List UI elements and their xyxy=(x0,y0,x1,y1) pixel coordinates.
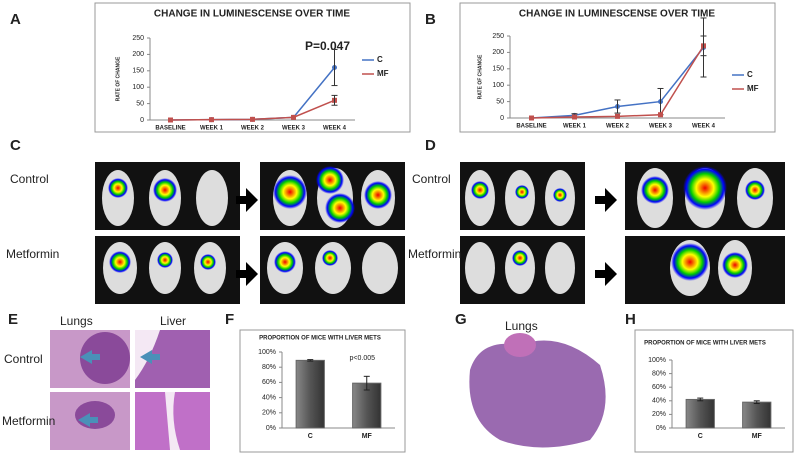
bar xyxy=(685,398,715,429)
point xyxy=(658,112,663,118)
panel-label: H xyxy=(625,311,636,328)
legend-label: C xyxy=(747,70,753,79)
chart-frame xyxy=(459,2,776,133)
panel-label: B xyxy=(425,11,436,28)
y-tick-label: 100% xyxy=(258,349,276,356)
point xyxy=(168,117,173,123)
imaging-d xyxy=(460,162,785,304)
point xyxy=(291,114,296,120)
x-tick-label: WEEK 3 xyxy=(649,124,673,130)
x-tick-label: MF xyxy=(362,433,373,440)
panel-label: A xyxy=(10,11,21,28)
y-tick-label: 40% xyxy=(652,398,666,405)
y-tick-label: 0% xyxy=(266,425,276,432)
x-tick-label: C xyxy=(308,433,313,440)
x-tick-label: MF xyxy=(752,433,763,440)
x-tick-label: WEEK 2 xyxy=(606,124,630,130)
bar xyxy=(352,382,382,429)
point xyxy=(250,116,255,122)
legend-label: MF xyxy=(747,84,759,93)
panel-label: G xyxy=(455,311,467,328)
x-tick-label: WEEK 3 xyxy=(282,126,306,132)
panel-label: C xyxy=(10,137,21,154)
y-tick-label: 150 xyxy=(492,66,504,73)
panel-label: E xyxy=(8,311,18,328)
y-tick-label: 250 xyxy=(132,35,144,42)
chart-title: CHANGE IN LUMINESCENSE OVER TIME xyxy=(154,9,350,20)
chart-frame xyxy=(239,329,406,453)
x-tick-label: BASELINE xyxy=(516,124,546,130)
y-tick-label: 150 xyxy=(132,68,144,75)
x-tick-label: BASELINE xyxy=(155,126,185,132)
y-tick-label: 250 xyxy=(492,33,504,40)
histology-g xyxy=(469,333,606,448)
chart-frame xyxy=(634,329,794,453)
y-tick-label: 200 xyxy=(132,51,144,58)
point xyxy=(615,113,620,119)
series-line xyxy=(170,67,336,121)
y-tick-label: 50 xyxy=(136,100,144,107)
y-tick-label: 100 xyxy=(492,82,504,89)
chart-title: CHANGE IN LUMINESCENSE OVER TIME xyxy=(519,9,715,20)
column-label: Liver xyxy=(160,314,186,328)
x-tick-label: WEEK 1 xyxy=(200,126,224,132)
point xyxy=(209,117,214,123)
row-label: Metformin xyxy=(408,247,461,261)
annotation: p<0.005 xyxy=(350,355,376,362)
x-tick-label: WEEK 4 xyxy=(323,126,347,132)
bar xyxy=(295,359,325,429)
point xyxy=(572,114,577,120)
y-tick-label: 20% xyxy=(262,410,276,417)
panel-label: F xyxy=(225,311,234,328)
histology-e xyxy=(50,330,210,450)
y-tick-label: 0 xyxy=(500,115,504,122)
y-tick-label: 80% xyxy=(652,370,666,377)
y-tick-label: 60% xyxy=(262,379,276,386)
y-tick-label: 20% xyxy=(652,411,666,418)
y-tick-label: 0 xyxy=(140,117,144,124)
x-tick-label: WEEK 2 xyxy=(241,126,265,132)
y-tick-label: 0% xyxy=(656,425,666,432)
column-label: Lungs xyxy=(60,314,93,328)
column-label: Lungs xyxy=(505,319,538,333)
row-label: Control xyxy=(412,172,451,186)
legend-label: C xyxy=(377,55,383,64)
legend-label: MF xyxy=(377,69,389,78)
bar xyxy=(742,401,772,429)
panel-label: D xyxy=(425,137,436,154)
chart-title: PROPORTION OF MICE WITH LIVER METS xyxy=(644,341,766,347)
row-label: Metformin xyxy=(2,414,55,428)
y-tick-label: 200 xyxy=(492,49,504,56)
annotation: P=0.047 xyxy=(305,39,350,53)
y-tick-label: 40% xyxy=(262,394,276,401)
point xyxy=(529,115,534,121)
y-tick-label: 60% xyxy=(652,384,666,391)
x-tick-label: WEEK 4 xyxy=(692,124,716,130)
y-tick-label: 100 xyxy=(132,84,144,91)
y-axis-label: RATE OF CHANGE xyxy=(115,56,121,101)
row-label: Metformin xyxy=(6,247,59,261)
chart-frame xyxy=(94,2,411,133)
x-tick-label: C xyxy=(698,433,703,440)
x-tick-label: WEEK 1 xyxy=(563,124,587,130)
y-axis-label: RATE OF CHANGE xyxy=(477,54,483,99)
imaging-c xyxy=(95,162,405,304)
row-label: Control xyxy=(4,352,43,366)
y-tick-label: 80% xyxy=(262,364,276,371)
y-tick-label: 50 xyxy=(496,98,504,105)
row-label: Control xyxy=(10,172,49,186)
y-tick-label: 100% xyxy=(648,357,666,364)
chart-title: PROPORTION OF MICE WITH LIVER METS xyxy=(259,336,381,342)
